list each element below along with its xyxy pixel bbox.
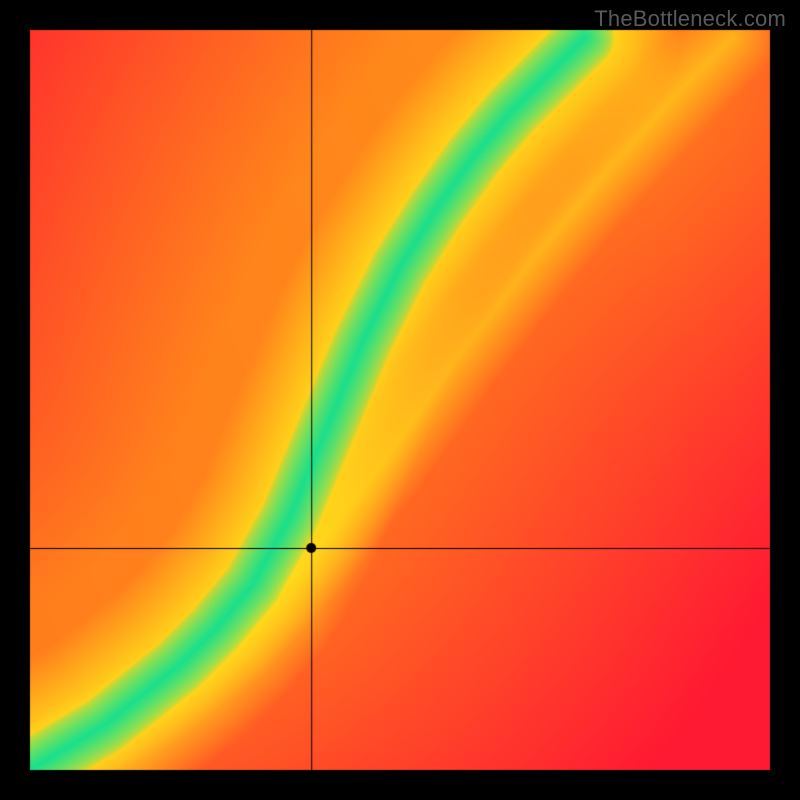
bottleneck-heatmap [0,0,800,800]
watermark-text: TheBottleneck.com [594,6,786,32]
chart-container: TheBottleneck.com [0,0,800,800]
